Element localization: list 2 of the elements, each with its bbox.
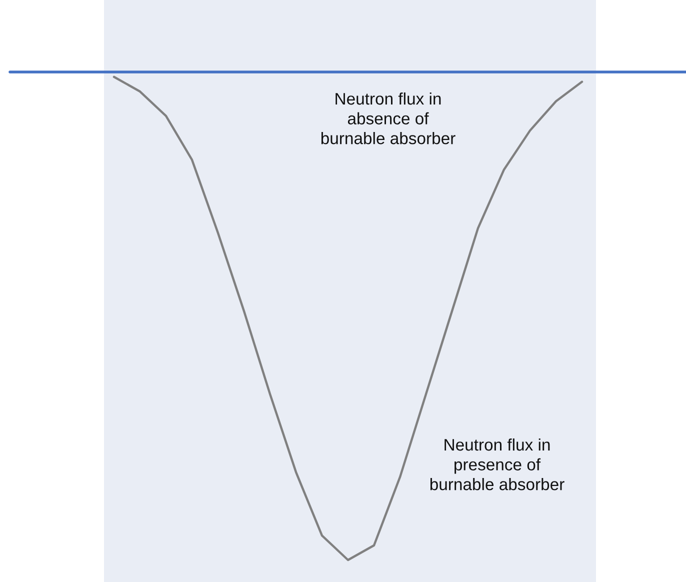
annotation: Neutron flux in absence of burnable absorber	[321, 92, 456, 144]
annotation: Neutron flux in presence of burnable absorber	[430, 438, 564, 490]
